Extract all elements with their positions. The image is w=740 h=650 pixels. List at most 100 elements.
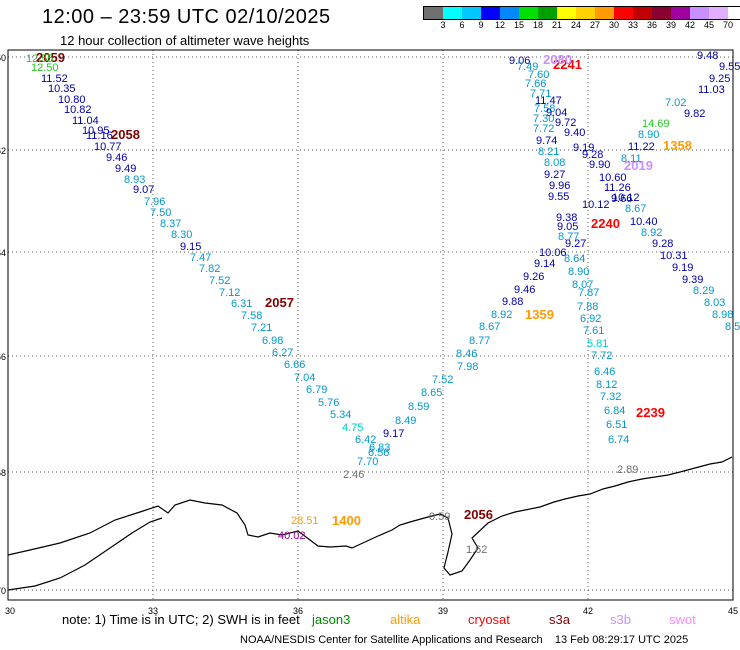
color-scale-label: 12 [494, 20, 506, 30]
footer-agency: NOAA/NESDIS Center for Satellite Applica… [240, 634, 543, 646]
lat-tick-label: -70 [0, 586, 6, 596]
color-scale-label: 33 [627, 20, 639, 30]
color-scale-cell [462, 7, 481, 19]
lat-tick-label: -64 [0, 248, 6, 258]
footer-timestamp: 13 Feb 08:29:17 UTC 2025 [554, 634, 689, 646]
wave-height-label: 9.27 [565, 238, 586, 250]
wave-height-label: 10.40 [630, 216, 658, 228]
wave-height-label: 8.03 [704, 297, 725, 309]
color-scale-label: 15 [513, 20, 525, 30]
wave-height-label: 4.75 [342, 422, 363, 434]
wave-height-label: 9.90 [589, 159, 610, 171]
wave-height-label: 6.31 [231, 298, 252, 310]
wave-height-label: 8.59 [408, 401, 429, 413]
wave-height-label: 7.72 [533, 123, 554, 135]
wave-height-label: 9.06 [509, 55, 530, 67]
wave-height-label: 11.52 [41, 73, 68, 85]
footnote: note: 1) Time is in UTC; 2) SWH is in fe… [62, 612, 300, 627]
wave-height-label: 14.69 [642, 118, 670, 130]
color-scale-cell [500, 7, 519, 19]
wave-height-label: 8.5 [725, 321, 740, 333]
track-id-label: 2058 [111, 127, 140, 142]
color-scale-bar [423, 6, 740, 20]
page-title: 12:00 – 23:59 UTC 02/10/2025 [42, 6, 331, 28]
lon-tick-label: 45 [728, 606, 738, 616]
wave-height-label: 7.32 [600, 391, 621, 403]
color-scale-cell [709, 7, 728, 19]
wave-height-label: 9.96 [549, 180, 570, 192]
wave-height-label: 9.40 [564, 127, 585, 139]
wave-height-label: 8.07 [572, 279, 593, 291]
track-id-label: 1400 [332, 513, 361, 528]
wave-height-label: 9.39 [682, 274, 703, 286]
wave-height-label: 8.37 [160, 218, 181, 230]
track-id-label: 2239 [636, 405, 665, 420]
color-scale-cell [538, 7, 557, 19]
wave-height-label: 6.92 [580, 313, 601, 325]
wave-height-label: 9.04 [546, 107, 567, 119]
legend-item-cryosat: cryosat [468, 612, 510, 627]
wave-height-label: 7.60 [528, 69, 549, 81]
wave-height-label: 2.89 [617, 464, 638, 476]
wave-height-label: 8.30 [171, 229, 192, 241]
wave-height-label: 10.06 [539, 247, 567, 259]
wave-height-label: 7.58 [241, 310, 262, 322]
color-scale-cell [519, 7, 538, 19]
wave-height-label: 10.80 [58, 94, 86, 106]
color-scale-cell [557, 7, 576, 19]
values-layer: 12.5512.5011.5210.3510.8010.8211.0410.95… [26, 50, 740, 556]
wave-height-label: 8.98 [712, 309, 733, 321]
wave-height-label: 11.04 [72, 115, 99, 127]
color-scale-label: 36 [646, 20, 658, 30]
track-id-label: 2019 [624, 158, 653, 173]
color-scale-cell [633, 7, 652, 19]
color-scale-label: 6 [459, 20, 465, 30]
wave-height-label: 11.26 [604, 182, 631, 194]
wave-height-label: 6.83 [369, 442, 390, 454]
wave-height-label: 8.77 [469, 335, 490, 347]
wave-height-label: 5.76 [318, 397, 339, 409]
wave-height-label: 8.67 [625, 203, 646, 215]
wave-height-label: 9.48 [697, 50, 718, 62]
wave-height-label: 6.98 [262, 335, 283, 347]
wave-height-label: 7.87 [578, 287, 599, 299]
color-scale-cell [690, 7, 709, 19]
wave-height-label: 8.46 [456, 348, 477, 360]
track-id-label: 2056 [464, 507, 493, 522]
coastline [7, 456, 733, 576]
wave-height-label: 11.03 [698, 84, 725, 96]
color-scale-label: 9 [478, 20, 484, 30]
wave-height-label: 7.12 [219, 287, 240, 299]
wave-height-label: 9.49 [115, 163, 136, 175]
wave-height-label: 10.60 [599, 172, 627, 184]
wave-height-label: 8.29 [693, 285, 714, 297]
lat-tick-label: -60 [0, 53, 6, 63]
color-scale-cell [481, 7, 500, 19]
color-scale-label: 27 [589, 20, 601, 30]
track-id-label: 2240 [591, 216, 620, 231]
wave-height-label: 8.92 [641, 227, 662, 239]
wave-height-label: 8.64 [564, 253, 585, 265]
track-id-label: 2057 [265, 295, 294, 310]
wave-height-label: 9.19 [573, 142, 594, 154]
coastline-lower [7, 517, 163, 591]
wave-height-label: 28.51 [291, 515, 319, 527]
wave-height-label: 9.28 [582, 149, 603, 161]
wave-height-label: 7.98 [457, 361, 478, 373]
wave-height-label: 8.90 [568, 266, 589, 278]
wave-height-label: 7.71 [530, 88, 551, 100]
color-scale-cell [424, 7, 443, 19]
wave-height-label: 10.12 [582, 199, 610, 211]
wave-height-label: 7.61 [583, 325, 604, 337]
wave-height-label: 0.59 [429, 511, 450, 523]
wave-height-label: 9.55 [548, 191, 569, 203]
wave-height-label: 6.74 [608, 434, 629, 446]
wave-height-label: 8.77 [558, 231, 579, 243]
footer-credit: NOAA/NESDIS Center for Satellite Applica… [240, 634, 688, 646]
wave-height-label: 10.31 [660, 250, 688, 262]
wave-height-label: 10.77 [94, 141, 122, 153]
tracks-layer: 2059 2058 2057 2056 2241 2240 2239 1359 1358 1400… [36, 50, 692, 528]
wave-height-label: 6.51 [606, 419, 627, 431]
color-scale-cell [671, 7, 690, 19]
color-scale-cell [614, 7, 633, 19]
